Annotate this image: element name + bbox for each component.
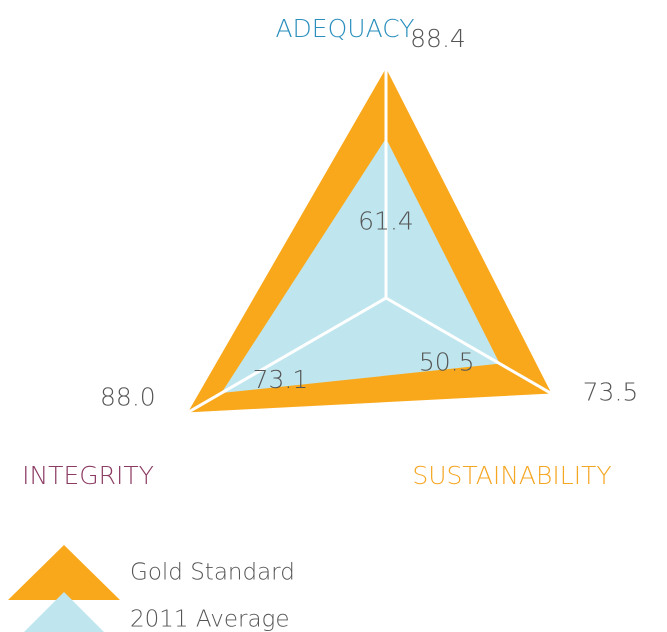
axis-label: ADEQUACY [275, 14, 414, 43]
value-label: 73.1 [253, 365, 309, 394]
legend-swatch [8, 545, 120, 600]
axis-label: SUSTAINABILITY [412, 461, 611, 490]
value-label: 50.5 [419, 348, 475, 377]
value-label: 88.4 [410, 24, 466, 53]
radar-area [221, 138, 500, 394]
axis-label: INTEGRITY [22, 461, 154, 490]
legend-label: Gold Standard [130, 560, 295, 586]
spoke [385, 296, 553, 395]
legend-swatch [24, 592, 104, 632]
value-label: 88.0 [100, 382, 156, 411]
legend-label: 2011 Average [130, 607, 290, 632]
value-label: 73.5 [583, 378, 639, 407]
spoke [187, 296, 387, 414]
value-label: 61.4 [358, 206, 414, 235]
